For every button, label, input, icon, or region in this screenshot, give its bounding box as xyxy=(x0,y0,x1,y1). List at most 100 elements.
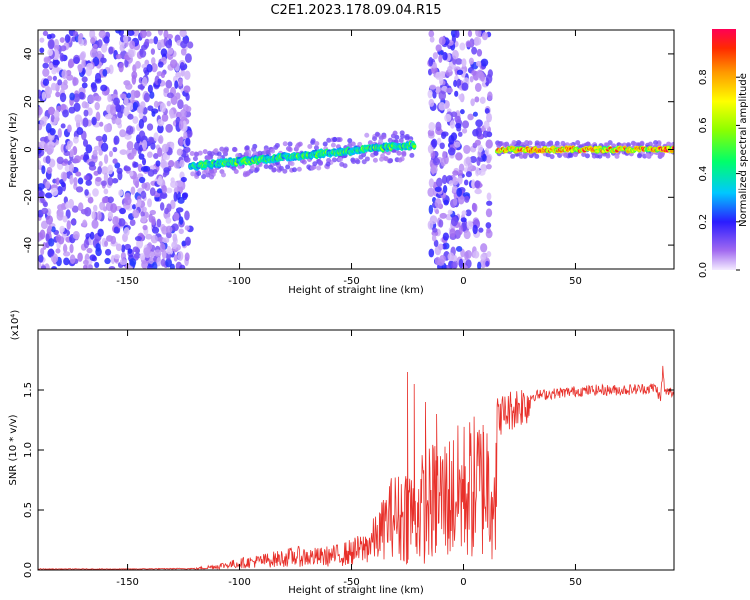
spectrogram-cell xyxy=(184,53,192,64)
spectrogram-cell xyxy=(461,82,469,91)
spectrogram-cell xyxy=(496,143,502,149)
spectrogram-cell xyxy=(196,171,202,177)
spectrogram-cell xyxy=(161,184,167,194)
spectrogram-cell xyxy=(524,140,530,146)
spectrogram-cell xyxy=(372,136,378,142)
spectrogram-cell xyxy=(91,211,96,220)
spectrogram-cell xyxy=(438,219,444,228)
spectrogram-cell xyxy=(38,260,42,269)
spectrogram-cell xyxy=(126,30,135,36)
spectrogram-cell xyxy=(60,182,66,188)
spectrogram-cell xyxy=(431,138,438,148)
x-tick-label: -100 xyxy=(228,276,251,287)
spectrogram-cell xyxy=(115,53,122,60)
spectrogram-cell xyxy=(53,49,60,59)
spectrogram-cell xyxy=(52,75,58,81)
spectrogram-cell xyxy=(38,254,44,263)
spectrogram-cell xyxy=(486,200,493,206)
spectrogram-cell xyxy=(163,167,170,173)
spectrogram-cell xyxy=(429,84,437,90)
spectrogram-cell xyxy=(151,261,158,269)
spectrogram-cell xyxy=(72,231,80,240)
spectrogram-cell xyxy=(545,152,551,158)
spectrogram-cell xyxy=(180,48,187,56)
spectrogram-cell xyxy=(434,256,441,266)
spectrogram-cell xyxy=(167,47,174,55)
spectrogram-cell xyxy=(77,64,83,73)
spectrogram-cell xyxy=(97,166,102,175)
spectrogram-cell xyxy=(263,164,269,170)
spectrogram-cell xyxy=(478,169,486,176)
spectrogram-cell xyxy=(297,141,303,147)
spectrogram-cell xyxy=(75,186,84,193)
spectrogram-cell xyxy=(447,209,453,215)
spectrogram-cell xyxy=(165,79,173,89)
spectrogram-cell xyxy=(141,206,147,212)
spectrogram-cell xyxy=(155,160,161,167)
spectrogram-ylabel: Frequency (Hz) xyxy=(8,112,19,188)
spectrogram-cell xyxy=(101,44,108,53)
spectrogram-cell xyxy=(115,30,122,34)
spectrogram-cell xyxy=(104,248,112,256)
spectrogram-cell xyxy=(72,30,79,37)
spectrogram-cell xyxy=(462,192,470,198)
spectrogram-cell xyxy=(108,150,114,158)
spectrogram-cell xyxy=(130,186,136,195)
spectrogram-cell xyxy=(444,113,452,123)
spectrogram-cell xyxy=(51,226,56,233)
colorbar: 0.0 0.2 0.4 0.6 0.8 Normalized spectral ampl… xyxy=(698,29,749,278)
spectrogram-cell xyxy=(428,178,435,188)
spectrogram-cell xyxy=(485,73,493,84)
spectrogram-cell xyxy=(184,210,190,221)
spectrogram-cell xyxy=(161,249,167,260)
spectrogram-cell xyxy=(69,254,76,265)
spectrogram-cell xyxy=(270,148,276,154)
spectrogram-cell xyxy=(451,185,458,193)
spectrogram-cell xyxy=(139,253,146,261)
spectrogram-cell xyxy=(69,92,75,101)
spectrogram-cell xyxy=(428,122,436,131)
spectrogram-cell xyxy=(147,198,152,208)
spectrogram-cell xyxy=(251,146,257,152)
spectrogram-cell xyxy=(83,259,89,266)
spectrogram-cell xyxy=(452,170,459,176)
spectrogram-cell xyxy=(380,153,386,159)
spectrogram-cell xyxy=(332,136,338,142)
spectrogram-cell xyxy=(126,92,132,99)
spectrogram-cell xyxy=(451,261,457,269)
spectrogram-cell xyxy=(119,44,125,52)
spectrogram-cell xyxy=(317,160,323,166)
spectrogram-cell xyxy=(165,217,172,224)
spectrogram-cell xyxy=(447,147,456,156)
spectrogram-cell xyxy=(57,128,62,138)
spectrogram-cell xyxy=(479,258,487,269)
spectrogram-cell xyxy=(442,150,447,160)
spectrogram-cell xyxy=(647,141,653,147)
spectrogram-cell xyxy=(183,85,191,93)
spectrogram-cell xyxy=(45,155,51,164)
spectrogram-cell xyxy=(645,152,651,158)
spectrogram-cell xyxy=(50,82,57,91)
spectrogram-cell xyxy=(151,216,156,226)
spectrogram-cell xyxy=(480,243,488,253)
spectrogram-cell xyxy=(107,164,114,175)
spectrogram-cell xyxy=(432,91,437,99)
spectrogram-cell xyxy=(438,90,447,101)
spectrogram-y-axis: -40 -20 0 20 40 xyxy=(23,48,674,253)
spectrogram-cell xyxy=(381,134,387,140)
spectrogram-cell xyxy=(123,34,129,44)
spectrogram-cell xyxy=(452,176,459,186)
spectrogram-cell xyxy=(77,34,82,45)
spectrogram-cell xyxy=(364,132,370,138)
spectrogram-cell xyxy=(412,144,417,148)
spectrogram-cell xyxy=(447,252,455,262)
spectrogram-cell xyxy=(474,180,481,189)
spectrogram-cell xyxy=(107,176,114,186)
spectrogram-cell xyxy=(38,123,43,131)
y-tick-label: 1.5 xyxy=(23,382,34,398)
spectrogram-cell xyxy=(113,97,120,106)
spectrogram-cell xyxy=(47,75,53,82)
spectrogram-cell xyxy=(170,59,178,69)
spectrogram-cell xyxy=(472,111,478,117)
spectrogram-cell xyxy=(103,36,110,44)
